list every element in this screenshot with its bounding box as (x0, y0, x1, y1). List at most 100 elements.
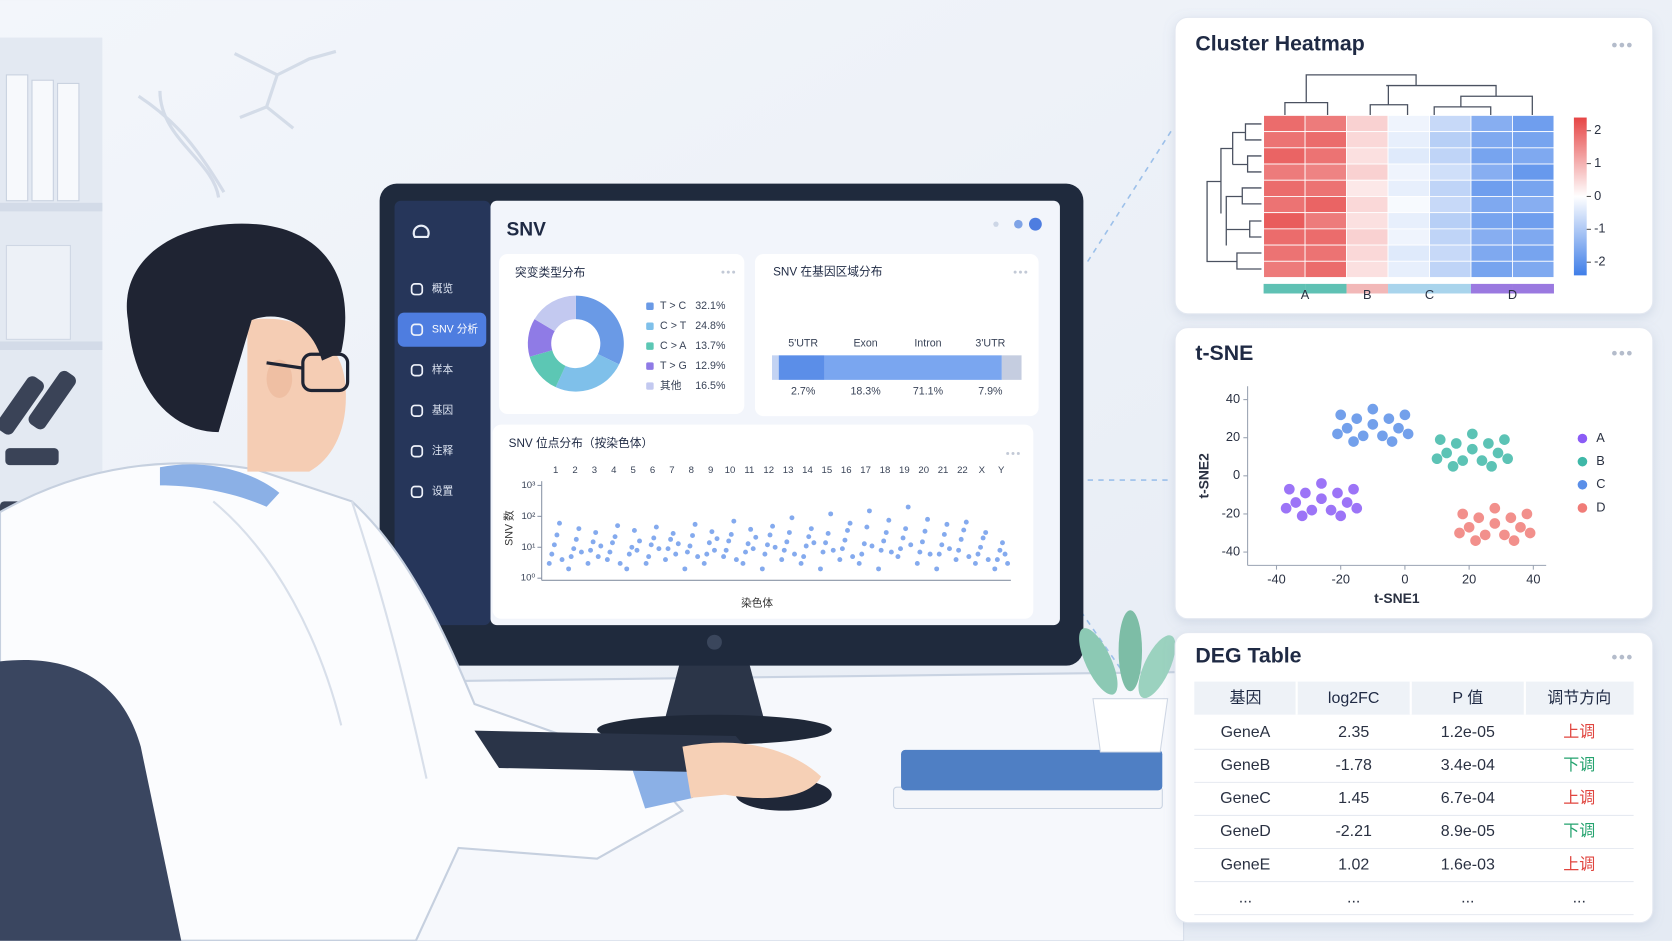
tsne-point (1383, 413, 1395, 424)
microscope (28, 370, 76, 430)
x-tick-label: 1 (553, 465, 558, 476)
heatmap-cell (1512, 244, 1555, 262)
nav-icon (410, 445, 424, 458)
dna-decor (233, 49, 337, 130)
nav-icon (410, 283, 424, 296)
x-tick-label: 19 (899, 465, 910, 476)
snv-point (936, 551, 942, 557)
heatmap-cell (1429, 114, 1472, 133)
region-label: Exon (853, 337, 877, 349)
dendrogram (1284, 74, 1533, 116)
snv-point (731, 518, 737, 524)
snv-point (839, 546, 845, 552)
snv-point (947, 546, 952, 552)
snv-point (980, 535, 986, 541)
heatmap-cell (1263, 131, 1306, 149)
snv-point (673, 551, 679, 557)
heatmap-cell (1470, 196, 1513, 214)
tsne-point (1483, 438, 1494, 449)
logo (412, 224, 430, 239)
snv-point (828, 511, 834, 517)
heatmap-cell (1429, 163, 1472, 181)
snv-point (598, 543, 604, 549)
snv-point (919, 539, 925, 545)
snv-point (626, 551, 632, 557)
legend-label: B (1596, 453, 1605, 468)
group-label: A (1301, 287, 1310, 302)
snv-point (994, 557, 1000, 563)
legend-swatch (646, 302, 654, 311)
legend-value: 16.5% (695, 380, 726, 392)
dna-decor (137, 49, 337, 198)
nav-icon (410, 485, 424, 499)
snv-point (888, 549, 894, 555)
shelf (0, 37, 103, 582)
region-label: 5'UTR (788, 337, 818, 349)
snv-point (745, 541, 751, 547)
snv-point (610, 540, 615, 546)
tsne-point (1467, 428, 1478, 440)
snv-point (687, 543, 693, 549)
snv-point (808, 526, 814, 532)
snv-point (585, 560, 591, 566)
snv-point (607, 549, 613, 555)
x-tick-label: 3 (592, 465, 597, 476)
heatmap-cell (1346, 260, 1389, 278)
heatmap-cell (1304, 260, 1347, 278)
snv-point (939, 542, 945, 548)
tsne-point (1335, 409, 1347, 421)
nav-item: SNV 分析 (432, 323, 479, 336)
person (212, 500, 428, 779)
card-menu (721, 270, 1028, 455)
snv-point (1000, 540, 1005, 546)
tsne-point (1306, 504, 1318, 516)
heatmap-cell (1263, 228, 1306, 246)
x-tick-label: X (979, 465, 986, 476)
heatmap-cell (1387, 212, 1430, 230)
panels: Cluster Heatmap t-SNE DEG Table A B C D210-… (1174, 16, 1654, 924)
snv-point (617, 560, 623, 566)
snv-point (557, 520, 562, 526)
heatmap-cell (1470, 228, 1513, 246)
snv-point (571, 546, 577, 552)
tsne-point (1357, 430, 1369, 442)
x-tick-label: 40 (1526, 572, 1540, 587)
snv-point (573, 536, 579, 542)
group-bar (1346, 283, 1389, 294)
snv-point (898, 546, 903, 552)
card-menu (1627, 654, 1632, 660)
x-tick-label: 17 (860, 465, 871, 476)
heatmap-cell (1346, 163, 1389, 181)
legend-marker (1577, 479, 1588, 490)
tsne-point (1431, 453, 1443, 465)
legend-label: 其他 (660, 379, 682, 392)
snv-point (665, 546, 671, 552)
card-menu (1612, 42, 1617, 48)
monitor (394, 200, 491, 626)
tsne-point (1367, 403, 1379, 415)
nav-item: 概览 (432, 282, 453, 295)
x-tick-label: 11 (744, 465, 754, 476)
snv-point (759, 566, 765, 572)
legend-value: 13.7% (695, 340, 726, 352)
tsne-point (1505, 512, 1517, 524)
snv-point (801, 554, 807, 560)
snv-point (656, 546, 662, 552)
shelf (57, 82, 80, 202)
legend-marker (1577, 456, 1588, 467)
heatmap-cell (1346, 228, 1389, 246)
snv-point (648, 542, 654, 548)
microscope (5, 448, 59, 466)
heatmap-cell (1263, 147, 1306, 165)
snv-point (568, 554, 574, 560)
snv-point (554, 532, 560, 538)
heatmap-cell (1346, 244, 1389, 262)
x-tick-label: 6 (650, 465, 655, 476)
region-value: 7.9% (978, 385, 1003, 397)
tsne-point (1473, 512, 1485, 524)
heatmap-cell (1470, 179, 1513, 197)
card-title: Cluster Heatmap (1195, 32, 1364, 56)
y-tick-label: 10⁰ (521, 573, 536, 584)
snv-point (817, 566, 823, 572)
